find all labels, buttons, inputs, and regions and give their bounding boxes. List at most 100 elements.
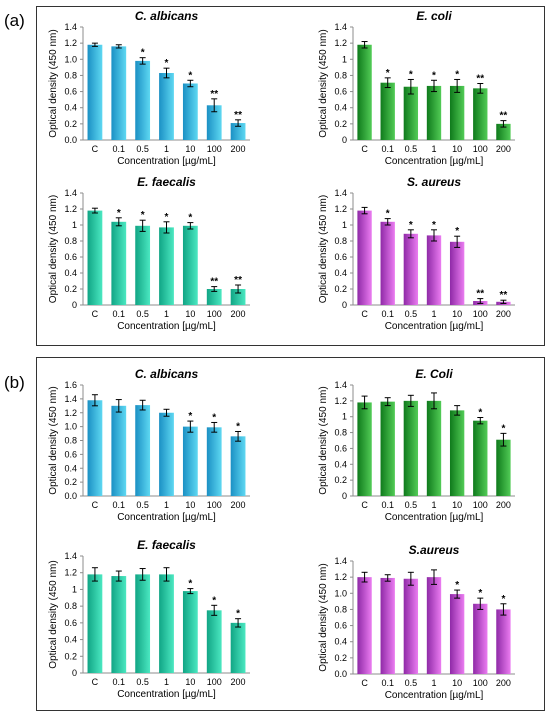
c1-bar-1 [426,85,442,140]
c2-x-tick-label-1: 0.1 [113,309,126,319]
c5-bar-0-1 [380,401,395,496]
c5-x-tick-label-6: 200 [496,500,511,510]
c6-bar-0-1 [111,576,127,673]
c7-bar-c [357,577,372,674]
c3-y-tick-label-5: 1 [342,220,347,230]
c3-significance-3: * [432,220,436,231]
c6-significance-4: * [188,579,192,590]
c3-x-tick-label-1: 0.1 [381,309,394,319]
c5-significance-5: * [478,408,482,419]
c7-bar-0-5 [403,578,419,674]
c0-x-tick-label-3: 1 [164,144,169,154]
c7-y-axis-label: Optical density (450 nm) [318,563,329,671]
c0-significance-6: ** [234,110,242,121]
c1-bar-c [357,44,372,140]
c0-bar-200 [230,123,246,140]
c5-significance-6: * [501,423,505,434]
c6-x-tick-label-5: 100 [207,677,222,687]
c2-bar-10 [182,225,198,305]
c7-y-tick-label-5: 1.0 [334,588,347,598]
c0-x-tick-label-0: C [92,144,99,154]
c2-x-tick-label-4: 10 [185,309,195,319]
c5-x-tick-label-2: 0.5 [405,500,418,510]
c1-x-tick-label-3: 1 [431,144,436,154]
c1-y-tick-label-2: 0.4 [334,103,347,113]
c4-x-tick-label-3: 1 [164,500,169,510]
c6-title: E. faecalis [137,538,196,552]
c7-y-tick-label-7: 1.4 [334,556,347,566]
c1-title: E. coli [416,9,452,23]
c4-y-tick-label-0: 0.0 [64,491,77,501]
c1-bar-200 [496,123,511,140]
c6-x-tick-label-4: 10 [185,677,195,687]
c3-significance-6: ** [500,290,508,301]
c7-bar-10 [449,594,465,674]
c5-y-tick-label-2: 0.4 [334,459,347,469]
c3-significance-1: * [386,209,390,220]
c5-bar-100 [473,420,488,496]
c2-bar-200 [230,289,246,305]
c6-bar-c [87,574,103,673]
c1-significance-6: ** [500,111,508,122]
c0-significance-4: * [188,70,192,81]
c0-y-tick-label-6: 1.2 [64,38,77,48]
c3-x-tick-label-2: 0.5 [405,309,418,319]
c0-y-tick-label-0: 0.0 [64,135,77,145]
c5-x-tick-label-3: 1 [431,500,436,510]
c3-x-tick-label-0: C [361,309,368,319]
c4-x-tick-label-1: 0.1 [113,500,126,510]
c2-x-tick-label-2: 0.5 [136,309,149,319]
c5-bar-10 [449,410,465,496]
c5-x-axis-label: Concentration [µg/mL] [385,512,484,523]
c6-y-tick-label-6: 1.2 [64,568,77,578]
c6-x-tick-label-2: 0.5 [136,677,149,687]
c4-x-tick-label-5: 100 [207,500,222,510]
c1-y-tick-label-4: 0.8 [334,70,347,80]
c1-y-tick-label-6: 1.2 [334,38,347,48]
c6-x-tick-label-3: 1 [164,677,169,687]
c3-y-axis-label: Optical density (450 nm) [318,195,329,303]
c2-significance-2: * [141,210,145,221]
c3-bar-1 [426,235,442,305]
c3-y-tick-label-2: 0.4 [334,268,347,278]
panel-a-frame [36,6,545,346]
c3-y-tick-label-3: 0.6 [334,252,347,262]
c7-x-tick-label-2: 0.5 [405,678,418,688]
c1-bar-10 [449,85,465,140]
c1-x-tick-label-6: 200 [496,144,511,154]
c3-bar-0-1 [380,221,395,305]
c5-y-tick-label-6: 1.2 [334,396,347,406]
c4-x-tick-label-2: 0.5 [136,500,149,510]
c1-y-tick-label-3: 0.6 [334,87,347,97]
c4-title: C. albicans [135,367,199,381]
c5-y-tick-label-0: 0 [342,491,347,501]
c1-y-axis-label: Optical density (450 nm) [318,29,329,137]
c1-significance-4: * [455,69,459,80]
c0-significance-2: * [141,48,145,59]
c0-title: C. albicans [135,9,199,23]
c0-y-tick-label-5: 1.0 [64,54,77,64]
c3-y-tick-label-7: 1.4 [334,188,347,198]
c7-x-axis-label: Concentration [µg/mL] [385,690,484,701]
c0-x-tick-label-1: 0.1 [113,144,126,154]
c3-y-tick-label-1: 0.2 [334,284,347,294]
c3-y-tick-label-6: 1.2 [334,204,347,214]
c5-x-tick-label-5: 100 [473,500,488,510]
c7-x-tick-label-0: C [361,678,368,688]
c7-y-tick-label-1: 0.2 [334,653,347,663]
c1-y-tick-label-7: 1.4 [334,22,347,32]
c3-bar-10 [449,241,465,305]
c1-significance-2: * [409,69,413,80]
c7-title: S.aureus [409,543,460,557]
c2-y-tick-label-2: 0.4 [64,268,77,278]
c5-y-tick-label-4: 0.8 [334,428,347,438]
c4-bar-0-1 [111,405,127,496]
c5-title: E. Coli [415,367,453,381]
c1-x-tick-label-2: 0.5 [405,144,418,154]
chart-b-s-aureus: S.aureus 0.0 0.2 0.4 0.6 0.8 1.0 1.2 1.4 C 0.1 0.5 1… [318,543,515,701]
chart-b-e-coli: E. Coli 0 0.2 0.4 0.6 0.8 1 1.2 1.4 C 0.1 0.5 1 10 * 10… [318,367,515,523]
chart-b-c-albicans: C. albicans 0.0 0.2 0.4 0.6 0.8 1.0 1.2 1.4 1.6 C 0… [48,367,250,523]
panel-b-label: (b) [4,373,25,392]
c6-bar-10 [182,591,198,673]
c5-bar-c [357,402,372,496]
